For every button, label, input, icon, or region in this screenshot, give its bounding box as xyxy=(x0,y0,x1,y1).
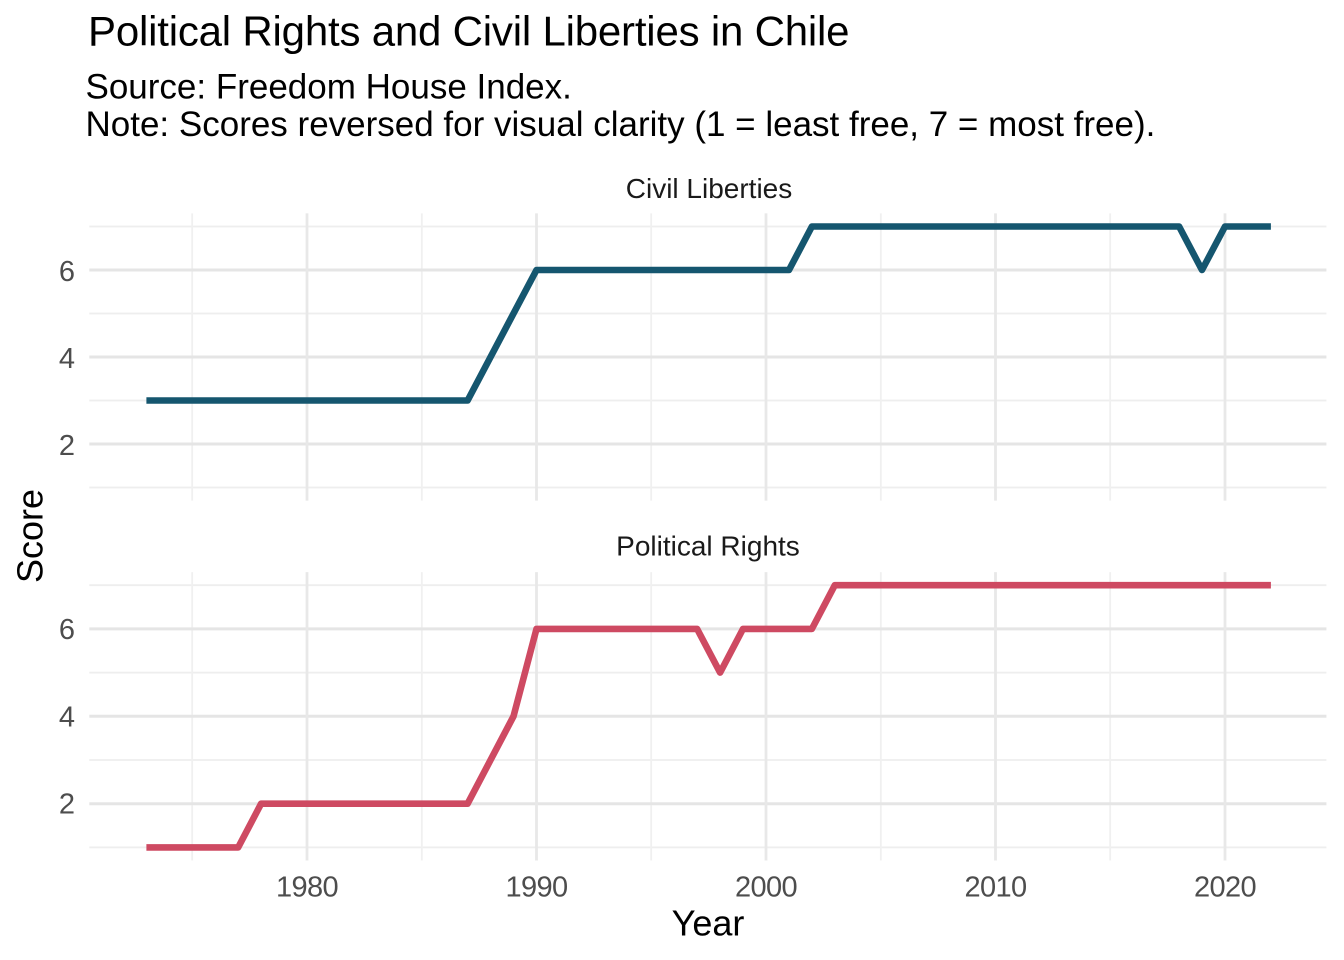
svg-text:Year: Year xyxy=(672,903,745,944)
svg-text:Political Rights and Civil Lib: Political Rights and Civil Liberties in … xyxy=(88,8,849,55)
svg-text:Political Rights: Political Rights xyxy=(616,531,800,562)
svg-text:Civil Liberties: Civil Liberties xyxy=(626,173,793,204)
svg-text:2000: 2000 xyxy=(735,871,797,903)
svg-text:Score: Score xyxy=(10,489,51,583)
svg-text:2020: 2020 xyxy=(1194,871,1256,903)
svg-text:1980: 1980 xyxy=(276,871,338,903)
svg-text:4: 4 xyxy=(59,343,75,375)
svg-text:Note: Scores reversed for visu: Note: Scores reversed for visual clarity… xyxy=(86,105,1156,144)
svg-text:2: 2 xyxy=(59,789,75,821)
svg-text:2010: 2010 xyxy=(964,871,1026,903)
svg-text:4: 4 xyxy=(59,701,75,733)
svg-text:1990: 1990 xyxy=(505,871,567,903)
svg-text:6: 6 xyxy=(59,256,75,288)
svg-text:6: 6 xyxy=(59,614,75,646)
svg-text:2: 2 xyxy=(59,430,75,462)
svg-text:Source: Freedom House Index.: Source: Freedom House Index. xyxy=(86,68,572,107)
